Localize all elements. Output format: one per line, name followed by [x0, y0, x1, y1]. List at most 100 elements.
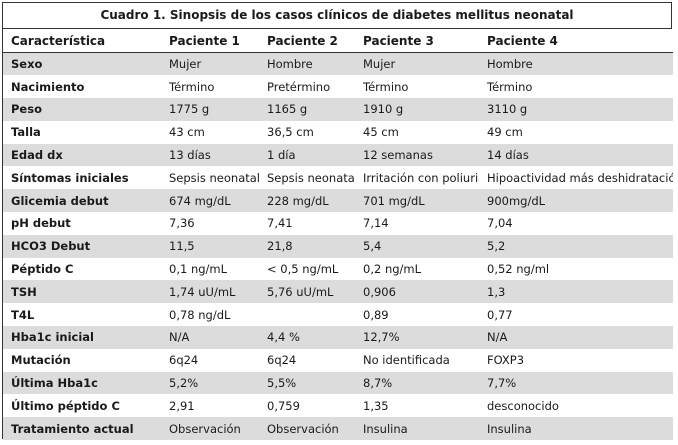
row-label: Tratamiento actual	[11, 421, 134, 436]
table-cell: 0,78 ng/dL	[169, 307, 231, 322]
row-label: HCO3 Debut	[11, 239, 91, 254]
table-row: TSH 1,74 uU/mL 5,76 uU/mL 0,906 1,3	[3, 280, 673, 304]
table-cell: 7,36	[169, 216, 195, 231]
table-cell: 8,7%	[363, 376, 393, 391]
table-cell: < 0,5 ng/mL	[267, 262, 339, 277]
table-cell: 4,4 %	[267, 330, 300, 345]
row-label: Péptido C	[11, 262, 74, 277]
table-cell: Insulina	[363, 421, 408, 436]
row-label: T4L	[11, 307, 35, 322]
table-cell: 7,04	[487, 216, 513, 231]
table-cell: Hombre	[487, 57, 533, 72]
table-cell: 0,906	[363, 284, 396, 299]
table-body: Sexo Mujer Hombre Mujer Hombre Nacimiento Térm…	[3, 52, 673, 441]
table-cell: N/A	[169, 330, 190, 345]
table-row: Sexo Mujer Hombre Mujer Hombre	[3, 52, 673, 76]
column-header: Paciente 1	[169, 33, 240, 48]
row-label: Nacimiento	[11, 79, 85, 94]
table-cell: 7,7%	[487, 376, 517, 391]
row-label: Última Hba1c	[11, 376, 98, 391]
table-cell: 0,2 ng/mL	[363, 262, 422, 277]
row-label: pH debut	[11, 216, 71, 231]
table-cell: 12,7%	[363, 330, 400, 345]
row-label: TSH	[11, 284, 37, 299]
table-cell: 12 semanas	[363, 148, 433, 163]
table-row: Glicemia debut 674 mg/dL 228 mg/dL 701 mg/d…	[3, 189, 673, 213]
table-row: Peso 1775 g 1165 g 1910 g 3110 g	[3, 98, 673, 121]
table-cell: Término	[169, 79, 215, 94]
table-row: Síntomas iniciales Sepsis neonatal Sepsis …	[3, 166, 673, 190]
table-cell: 0,77	[487, 307, 513, 322]
row-label: Peso	[11, 102, 42, 117]
table-cell: No identificada	[363, 353, 450, 368]
row-label: Glicemia debut	[11, 193, 109, 208]
table-cell: Observación	[267, 421, 339, 436]
table-row: Último péptido C 2,91 0,759 1,35 desconocido	[3, 394, 673, 418]
table-cell: 6q24	[267, 353, 297, 368]
table-frame: Cuadro 1. Sinopsis de los casos clínicos…	[2, 2, 673, 441]
table-cell: 43 cm	[169, 125, 205, 140]
table-cell: N/A	[487, 330, 508, 345]
table-cell: 49 cm	[487, 125, 523, 140]
row-label: Talla	[11, 125, 41, 140]
table-row: pH debut 7,36 7,41 7,14 7,04	[3, 212, 673, 235]
table-caption: Cuadro 1. Sinopsis de los casos clínicos…	[3, 3, 671, 29]
column-header: Característica	[11, 33, 106, 48]
table-cell: 0,1 ng/mL	[169, 262, 228, 277]
table-cell: 1 día	[267, 148, 296, 163]
table-cell: Hipoactividad más deshidratación	[487, 170, 673, 185]
table-cell: desconocido	[487, 398, 559, 413]
table-cell: 36,5 cm	[267, 125, 314, 140]
table-cell	[259, 303, 355, 326]
table-cell: 21,8	[267, 239, 293, 254]
table-cell: 3110 g	[487, 102, 528, 117]
table-row: T4L 0,78 ng/dL 0,89 0,77	[3, 303, 673, 327]
row-label: Sexo	[11, 57, 43, 72]
data-table: Característica Paciente 1 Paciente 2 Pac…	[3, 29, 673, 441]
table-row: Talla 43 cm 36,5 cm 45 cm 49 cm	[3, 120, 673, 144]
table-cell: Irritación con poliuria	[363, 170, 479, 185]
table-cell: 5,76 uU/mL	[267, 284, 334, 299]
table-cell: FOXP3	[487, 353, 525, 368]
table-cell: 11,5	[169, 239, 195, 254]
table-cell: Sepsis neonatal	[267, 170, 355, 185]
table-cell: 0,52 ng/ml	[487, 262, 550, 277]
table-cell: Observación	[169, 421, 241, 436]
table-cell: 1165 g	[267, 102, 308, 117]
table-cell: Mujer	[363, 57, 396, 72]
header-row: Característica Paciente 1 Paciente 2 Pac…	[3, 29, 673, 53]
row-label: Edad dx	[11, 148, 63, 163]
table-cell: 900mg/dL	[487, 193, 546, 208]
table-row: HCO3 Debut 11,5 21,8 5,4 5,2	[3, 234, 673, 258]
table-cell: 0,89	[363, 307, 389, 322]
table-cell: 1910 g	[363, 102, 404, 117]
column-header: Paciente 3	[363, 33, 434, 48]
table-row: Edad dx 13 días 1 día 12 semanas 14 días	[3, 143, 673, 167]
table-cell: 0,759	[267, 398, 300, 413]
table-row: Mutación 6q24 6q24 No identificada FOXP3	[3, 348, 673, 372]
table-cell: Término	[363, 79, 409, 94]
table-cell: 6q24	[169, 353, 199, 368]
table-cell: 5,2	[487, 239, 506, 254]
table-cell: 14 días	[487, 148, 529, 163]
table-row: Péptido C 0,1 ng/mL < 0,5 ng/mL 0,2 ng/mL 0,…	[3, 257, 673, 281]
table-row: Nacimiento Término Pretérmino Término Términ…	[3, 75, 673, 99]
table-cell: 7,14	[363, 216, 389, 231]
row-label: Síntomas iniciales	[11, 170, 129, 185]
table-cell: Mujer	[169, 57, 202, 72]
table-cell: 674 mg/dL	[169, 193, 231, 208]
table-cell: 45 cm	[363, 125, 399, 140]
table-cell: 7,41	[267, 216, 293, 231]
table-cell: 1,3	[487, 284, 506, 299]
column-header: Paciente 4	[487, 33, 558, 48]
table-cell: 228 mg/dL	[267, 193, 329, 208]
column-header: Paciente 2	[267, 33, 338, 48]
row-label: Hba1c inicial	[11, 330, 94, 345]
table-cell: 13 días	[169, 148, 211, 163]
table-cell: Insulina	[487, 421, 532, 436]
row-label: Mutación	[11, 353, 71, 368]
row-label: Último péptido C	[11, 398, 120, 413]
table-cell: 1775 g	[169, 102, 210, 117]
table-cell: 2,91	[169, 398, 195, 413]
table-cell: 1,35	[363, 398, 389, 413]
